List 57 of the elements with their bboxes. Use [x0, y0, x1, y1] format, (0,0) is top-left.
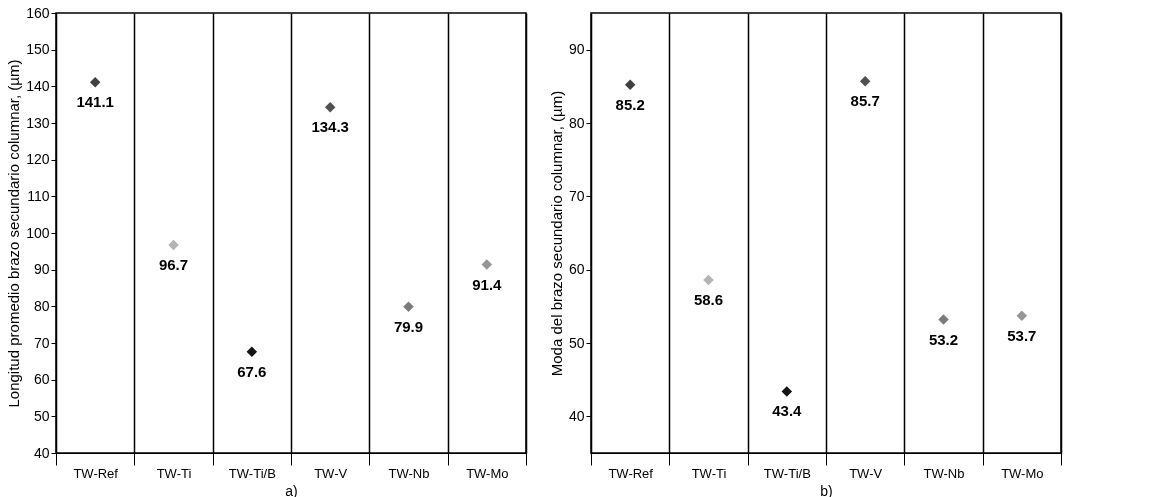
- x-tick-label: TW-Ti/B: [228, 465, 276, 481]
- y-tick-label: 110: [27, 187, 50, 204]
- y-axis-title: Longitud promedio brazo secundario columnar, (µm): [5, 59, 23, 408]
- x-tick-label: TW-Mo: [466, 465, 509, 481]
- y-tick-label: 90: [568, 41, 585, 58]
- x-tick-label: TW-Nb: [923, 465, 965, 481]
- point: [781, 386, 793, 397]
- point: [938, 314, 949, 325]
- x-tick-label: TW-Ti: [156, 465, 192, 481]
- x-tick-label: TW-V: [849, 465, 883, 481]
- data-label: 96.7: [158, 256, 189, 274]
- data-label: 53.2: [928, 330, 959, 348]
- y-tick-label: 50: [568, 334, 585, 351]
- x-tick-label: TW-Ref: [608, 465, 654, 481]
- point: [624, 79, 636, 91]
- y-tick-label: 80: [33, 297, 50, 314]
- x-tick-label: TW-V: [314, 465, 348, 481]
- point: [1016, 310, 1028, 322]
- x-tick-label: TW-Ti/B: [763, 465, 811, 481]
- data-label: 85.2: [615, 95, 645, 113]
- x-tick-label: TW-Ref: [73, 465, 119, 481]
- data-label: 53.7: [1007, 326, 1037, 344]
- y-tick-label: 90: [33, 261, 50, 278]
- y-tick-label: 60: [568, 261, 585, 278]
- y-tick-label: 140: [26, 77, 50, 94]
- point: [403, 301, 414, 312]
- y-tick-label: 60: [33, 371, 50, 388]
- x-tick-label: TW-Ti: [691, 465, 727, 481]
- data-label: 141.1: [76, 93, 114, 111]
- data-label: 79.9: [393, 317, 424, 335]
- data-label: 85.7: [850, 92, 880, 110]
- y-tick-label: 80: [568, 114, 585, 131]
- x-tick-label: TW-Nb: [388, 465, 430, 481]
- y-tick-label: 40: [33, 444, 50, 461]
- data-label: 43.4: [772, 402, 803, 420]
- y-tick-label: 120: [26, 151, 50, 168]
- data-label: 67.6: [237, 362, 267, 380]
- point: [481, 259, 493, 270]
- y-tick-label: 70: [568, 187, 585, 204]
- point: [246, 346, 258, 358]
- data-label: 91.4: [472, 275, 503, 293]
- data-label: 58.6: [693, 290, 724, 308]
- point: [859, 75, 871, 87]
- point: [168, 239, 179, 251]
- y-axis-title: Moda del brazo secundario columnar, (µm): [547, 90, 565, 377]
- y-tick-label: 70: [33, 334, 50, 351]
- point: [703, 274, 714, 286]
- y-tick-label: 50: [33, 407, 50, 424]
- x-tick-label: TW-Mo: [1001, 465, 1044, 481]
- y-tick-label: 40: [568, 407, 585, 424]
- data-label: 134.3: [311, 118, 349, 136]
- point: [324, 101, 336, 113]
- y-tick-label: 150: [26, 41, 50, 58]
- y-tick-label: 130: [26, 114, 50, 131]
- y-tick-label: 160: [26, 4, 50, 21]
- point: [89, 77, 101, 88]
- y-tick-label: 100: [26, 224, 50, 241]
